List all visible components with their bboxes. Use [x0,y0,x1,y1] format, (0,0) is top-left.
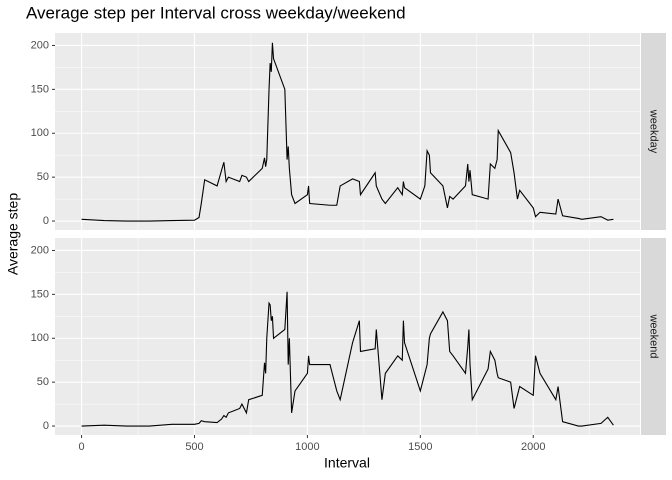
chart-title: Average step per Interval cross weekday/… [26,3,406,22]
data-line [81,291,614,427]
x-tick-label: 1000 [295,441,319,453]
y-tick-label: 150 [31,288,49,300]
y-tick-label: 200 [31,244,49,256]
y-tick-label: 100 [31,127,49,139]
facet-label: weekend [648,313,660,358]
y-tick-label: 100 [31,332,49,344]
panel-background [55,238,640,435]
y-tick-label: 50 [37,171,49,183]
y-tick-label: 150 [31,83,49,95]
panel-background [55,33,640,230]
x-tick-label: 0 [79,441,85,453]
x-tick-label: 500 [185,441,203,453]
y-axis-label: Average step [5,193,21,275]
facet-label: weekday [648,109,660,154]
facet-strip [641,238,666,435]
x-axis-label: Interval [324,455,370,471]
y-tick-label: 0 [43,420,49,432]
y-tick-label: 200 [31,39,49,51]
x-tick-label: 1500 [408,441,432,453]
y-tick-label: 0 [43,215,49,227]
facet-strip [641,33,666,230]
y-tick-label: 50 [37,376,49,388]
x-tick-label: 2000 [521,441,545,453]
data-line [81,42,614,222]
